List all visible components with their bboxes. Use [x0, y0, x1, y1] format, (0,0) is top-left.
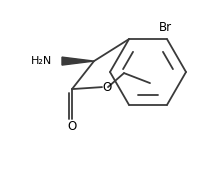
Text: H₂N: H₂N — [31, 56, 52, 66]
Text: Br: Br — [158, 21, 172, 34]
Polygon shape — [62, 57, 94, 65]
Text: O: O — [67, 120, 77, 133]
Text: O: O — [102, 81, 112, 94]
